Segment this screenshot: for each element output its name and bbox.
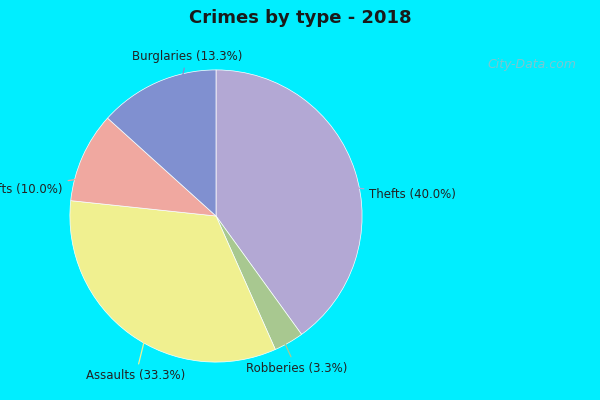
Text: Auto thefts (10.0%): Auto thefts (10.0%) (0, 174, 117, 196)
Wedge shape (70, 201, 275, 362)
Text: Assaults (33.3%): Assaults (33.3%) (86, 304, 185, 382)
Text: City-Data.com: City-Data.com (487, 58, 577, 71)
Text: Crimes by type - 2018: Crimes by type - 2018 (188, 9, 412, 27)
Wedge shape (216, 216, 302, 350)
Text: Robberies (3.3%): Robberies (3.3%) (245, 310, 347, 375)
Wedge shape (107, 70, 216, 216)
Text: Thefts (40.0%): Thefts (40.0%) (319, 184, 456, 200)
Text: Burglaries (13.3%): Burglaries (13.3%) (131, 50, 242, 117)
Wedge shape (216, 70, 362, 334)
Wedge shape (71, 118, 216, 216)
